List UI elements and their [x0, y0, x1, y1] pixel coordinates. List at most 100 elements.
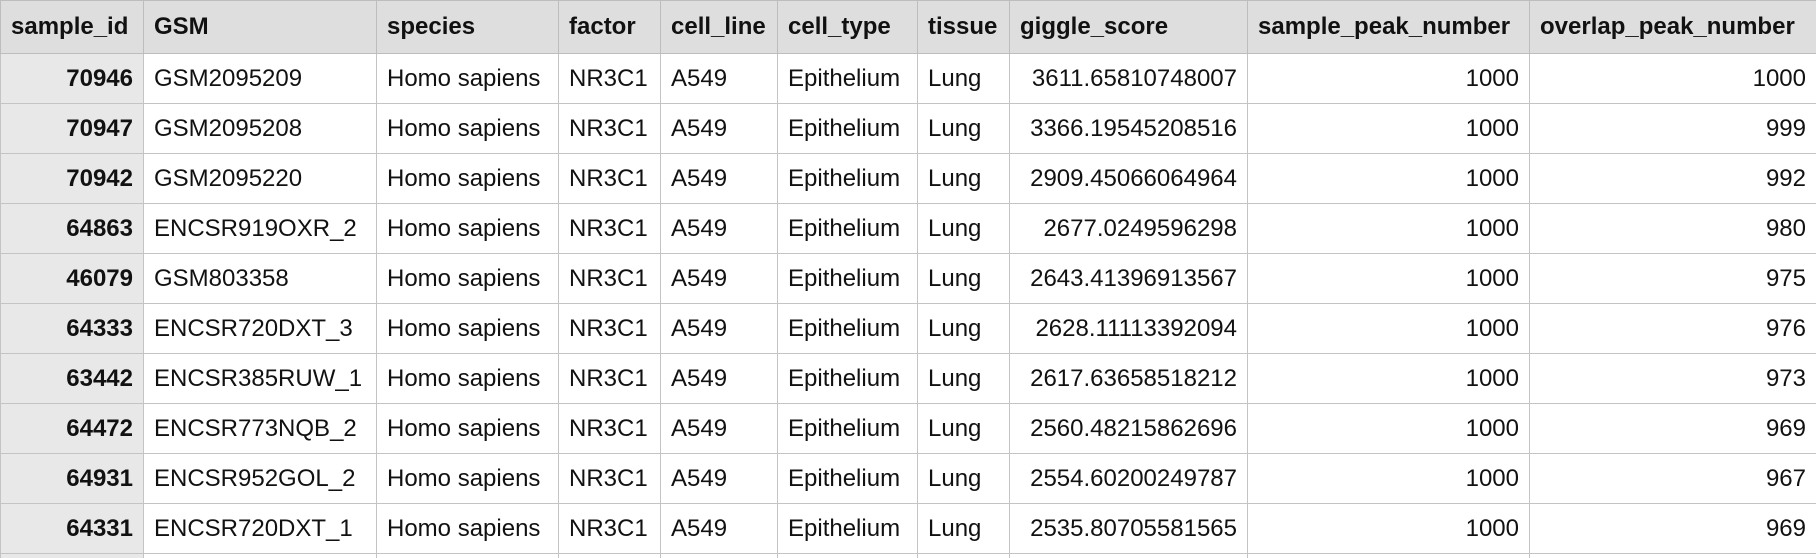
tissue-cell[interactable]: Lung: [917, 403, 1010, 454]
overlap-peak-number-cell[interactable]: 1000: [1529, 53, 1816, 104]
sample-peak-number-cell[interactable]: 1000: [1247, 503, 1530, 554]
cell-line-cell[interactable]: A549: [660, 403, 778, 454]
overlap-peak-number-cell[interactable]: 999: [1529, 103, 1816, 154]
cell-line-cell[interactable]: A549: [660, 353, 778, 404]
giggle-score-cell[interactable]: 2643.41396913567: [1009, 253, 1248, 304]
sample-peak-number-cell[interactable]: 1000: [1247, 203, 1530, 254]
giggle-score-cell[interactable]: 2628.11113392094: [1009, 303, 1248, 354]
gsm-cell[interactable]: ENCSR385RUW_1: [143, 353, 377, 404]
column-header-cell-type[interactable]: cell_type: [777, 0, 918, 54]
overlap-peak-number-cell[interactable]: 976: [1529, 303, 1816, 354]
column-header-sample-id[interactable]: sample_id: [0, 0, 144, 54]
tissue-cell[interactable]: Lung: [917, 453, 1010, 504]
factor-cell[interactable]: NR3C1: [558, 53, 661, 104]
gsm-cell[interactable]: GSM803358: [143, 253, 377, 304]
species-cell[interactable]: Homo sapiens: [376, 53, 559, 104]
column-header-giggle-score[interactable]: giggle_score: [1009, 0, 1248, 54]
cell-line-cell[interactable]: A549: [660, 453, 778, 504]
gsm-cell[interactable]: ENCSR720DXT_3: [143, 303, 377, 354]
giggle-score-cell[interactable]: 3611.65810748007: [1009, 53, 1248, 104]
cell-type-cell[interactable]: Epithelium: [777, 53, 918, 104]
cell-type-cell[interactable]: Epithelium: [777, 453, 918, 504]
species-cell[interactable]: Homo sapiens: [376, 403, 559, 454]
sample-id-cell[interactable]: 70946: [0, 53, 144, 104]
species-cell[interactable]: Homo sapiens: [376, 353, 559, 404]
overlap-peak-number-cell[interactable]: 969: [1529, 403, 1816, 454]
giggle-score-cell[interactable]: 2560.48215862696: [1009, 403, 1248, 454]
cell-type-cell[interactable]: Epithelium: [777, 403, 918, 454]
sample-id-cell[interactable]: 70947: [0, 103, 144, 154]
cell-type-cell[interactable]: Epithelium: [777, 203, 918, 254]
overlap-peak-number-cell[interactable]: 975: [1529, 253, 1816, 304]
species-cell[interactable]: Homo sapiens: [376, 103, 559, 154]
sample-id-cell[interactable]: 70942: [0, 153, 144, 204]
sample-peak-number-cell[interactable]: 1000: [1247, 153, 1530, 204]
sample-id-cell[interactable]: 64863: [0, 203, 144, 254]
tissue-cell[interactable]: Lung: [917, 253, 1010, 304]
factor-cell[interactable]: NR3C1: [558, 153, 661, 204]
empty-cell[interactable]: [917, 553, 1010, 558]
cell-line-cell[interactable]: A549: [660, 303, 778, 354]
tissue-cell[interactable]: Lung: [917, 353, 1010, 404]
tissue-cell[interactable]: Lung: [917, 153, 1010, 204]
overlap-peak-number-cell[interactable]: 967: [1529, 453, 1816, 504]
column-header-factor[interactable]: factor: [558, 0, 661, 54]
sample-peak-number-cell[interactable]: 1000: [1247, 103, 1530, 154]
species-cell[interactable]: Homo sapiens: [376, 203, 559, 254]
gsm-cell[interactable]: GSM2095209: [143, 53, 377, 104]
column-header-cell-line[interactable]: cell_line: [660, 0, 778, 54]
gsm-cell[interactable]: ENCSR773NQB_2: [143, 403, 377, 454]
giggle-score-cell[interactable]: 2909.45066064964: [1009, 153, 1248, 204]
empty-cell[interactable]: [777, 553, 918, 558]
giggle-score-cell[interactable]: 3366.19545208516: [1009, 103, 1248, 154]
species-cell[interactable]: Homo sapiens: [376, 453, 559, 504]
species-cell[interactable]: Homo sapiens: [376, 303, 559, 354]
giggle-score-cell[interactable]: 2554.60200249787: [1009, 453, 1248, 504]
sample-id-cell[interactable]: 63442: [0, 353, 144, 404]
species-cell[interactable]: Homo sapiens: [376, 153, 559, 204]
overlap-peak-number-cell[interactable]: 973: [1529, 353, 1816, 404]
tissue-cell[interactable]: Lung: [917, 303, 1010, 354]
factor-cell[interactable]: NR3C1: [558, 503, 661, 554]
gsm-cell[interactable]: ENCSR952GOL_2: [143, 453, 377, 504]
factor-cell[interactable]: NR3C1: [558, 403, 661, 454]
cell-type-cell[interactable]: Epithelium: [777, 303, 918, 354]
column-header-gsm[interactable]: GSM: [143, 0, 377, 54]
cell-line-cell[interactable]: A549: [660, 103, 778, 154]
column-header-sample-peak-number[interactable]: sample_peak_number: [1247, 0, 1530, 54]
species-cell[interactable]: Homo sapiens: [376, 503, 559, 554]
empty-cell[interactable]: [558, 553, 661, 558]
cell-type-cell[interactable]: Epithelium: [777, 103, 918, 154]
giggle-score-cell[interactable]: 2677.0249596298: [1009, 203, 1248, 254]
sample-peak-number-cell[interactable]: 1000: [1247, 353, 1530, 404]
sample-peak-number-cell[interactable]: 1000: [1247, 53, 1530, 104]
factor-cell[interactable]: NR3C1: [558, 203, 661, 254]
cell-line-cell[interactable]: A549: [660, 503, 778, 554]
cell-line-cell[interactable]: A549: [660, 253, 778, 304]
sample-id-cell[interactable]: 64331: [0, 503, 144, 554]
cell-line-cell[interactable]: A549: [660, 53, 778, 104]
sample-peak-number-cell[interactable]: 1000: [1247, 453, 1530, 504]
factor-cell[interactable]: NR3C1: [558, 353, 661, 404]
cell-type-cell[interactable]: Epithelium: [777, 503, 918, 554]
empty-cell[interactable]: [376, 553, 559, 558]
cell-line-cell[interactable]: A549: [660, 153, 778, 204]
sample-id-cell[interactable]: 64931: [0, 453, 144, 504]
giggle-score-cell[interactable]: 2617.63658518212: [1009, 353, 1248, 404]
factor-cell[interactable]: NR3C1: [558, 453, 661, 504]
cell-type-cell[interactable]: Epithelium: [777, 253, 918, 304]
tissue-cell[interactable]: Lung: [917, 103, 1010, 154]
empty-cell[interactable]: [0, 553, 144, 558]
factor-cell[interactable]: NR3C1: [558, 253, 661, 304]
species-cell[interactable]: Homo sapiens: [376, 253, 559, 304]
empty-cell[interactable]: [1247, 553, 1530, 558]
sample-id-cell[interactable]: 46079: [0, 253, 144, 304]
factor-cell[interactable]: NR3C1: [558, 303, 661, 354]
sample-peak-number-cell[interactable]: 1000: [1247, 403, 1530, 454]
tissue-cell[interactable]: Lung: [917, 203, 1010, 254]
sample-peak-number-cell[interactable]: 1000: [1247, 253, 1530, 304]
cell-type-cell[interactable]: Epithelium: [777, 353, 918, 404]
column-header-overlap-peak-number[interactable]: overlap_peak_number: [1529, 0, 1816, 54]
column-header-tissue[interactable]: tissue: [917, 0, 1010, 54]
gsm-cell[interactable]: ENCSR720DXT_1: [143, 503, 377, 554]
